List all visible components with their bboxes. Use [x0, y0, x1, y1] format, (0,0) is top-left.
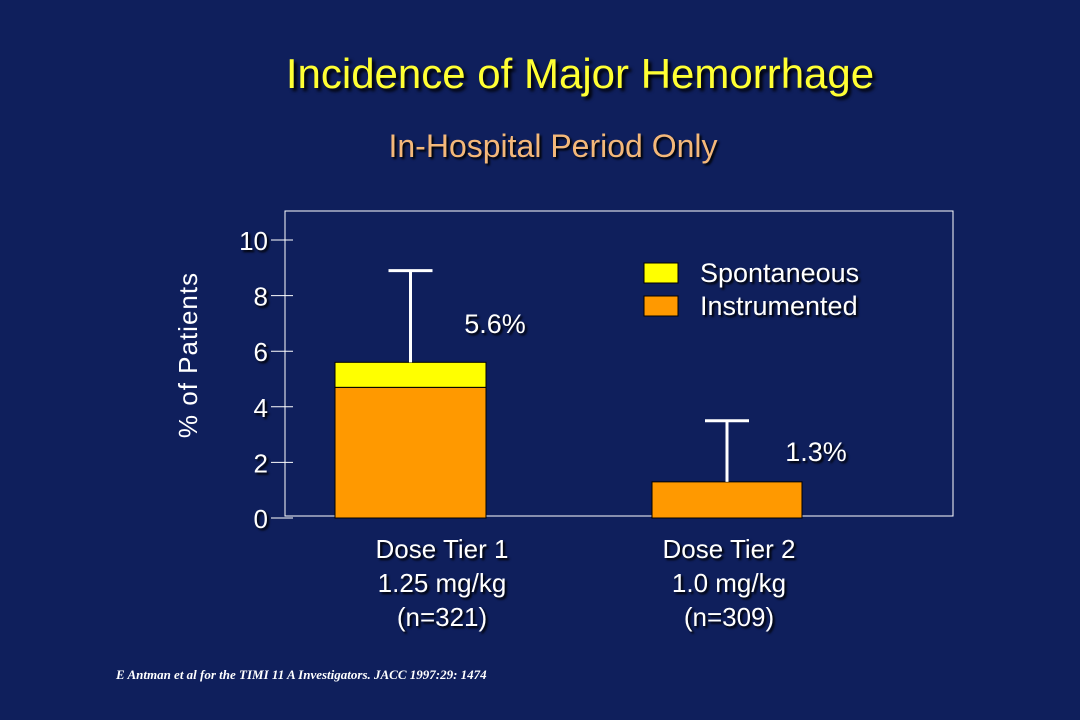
x-tick-label: Dose Tier 1 [376, 534, 509, 564]
y-tick-label: 2 [254, 448, 268, 478]
data-label-total: 5.6% [464, 309, 526, 339]
chart-title: Incidence of Major Hemorrhage [285, 50, 875, 97]
bar-instrumented-1 [334, 386, 487, 519]
plot-frame [284, 210, 954, 517]
citation: E Antman et al for the TIMI 11 A Investi… [116, 667, 487, 682]
legend-swatch-spontaneous [643, 262, 679, 284]
chart-subtitle: In-Hospital Period Only [388, 128, 718, 164]
y-tick-label: 8 [254, 282, 268, 312]
legend-label-instrumented: Instrumented [700, 291, 858, 321]
data-label-total: 1.3% [785, 437, 847, 467]
y-tick-label: 10 [239, 226, 268, 256]
y-tick-label: 6 [254, 337, 268, 367]
x-tick-label: 1.0 mg/kg [672, 568, 786, 598]
bar-spontaneous-1 [334, 361, 487, 388]
y-tick-label: 0 [254, 504, 268, 534]
x-tick-label: (n=321) [397, 602, 487, 632]
x-tick-label: 1.25 mg/kg [378, 568, 507, 598]
y-axis-label: % of Patients [173, 272, 203, 438]
y-tick-label: 4 [254, 393, 268, 423]
legend-label-spontaneous: Spontaneous [700, 258, 859, 288]
x-tick-label: (n=309) [684, 602, 774, 632]
legend-swatch-instrumented [643, 295, 679, 317]
bar-instrumented-2 [651, 481, 803, 519]
x-tick-label: Dose Tier 2 [663, 534, 796, 564]
